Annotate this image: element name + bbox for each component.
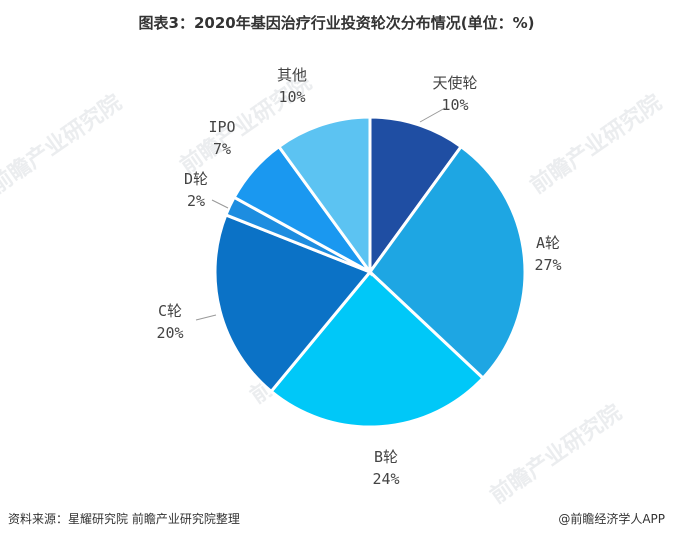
slice-percent-label: 24% [372,470,399,488]
slice-percent-label: 10% [278,88,305,106]
pie-slices [213,115,527,429]
leader-line [419,107,446,123]
pie-slice [213,212,373,394]
slice-name-label: A轮 [536,234,560,252]
pie-slice [368,144,527,381]
pie-slice [269,269,486,429]
slice-name-label: 其他 [277,66,307,84]
watermark-text: 前瞻产业研究院 [0,89,127,199]
slice-name-label: B轮 [374,448,398,466]
slice-name-label: 天使轮 [432,74,477,92]
chart-title: 图表3：2020年基因治疗行业投资轮次分布情况(单位：%) [138,14,535,32]
pie-slice [276,115,372,277]
source-note: 资料来源：星耀研究院 前瞻产业研究院整理 [8,512,240,526]
slice-percent-label: 7% [213,140,231,158]
watermark-text: 前瞻产业研究院 [525,89,666,199]
slice-percent-label: 20% [156,324,183,342]
slice-labels: 天使轮 10% A轮 27% B轮 24% C轮 20% D轮 2% IPO 7% 其他 10% [156,66,561,488]
slice-name-label: C轮 [158,302,182,320]
watermark-text: 前瞻产业研究院 [485,399,626,509]
slice-percent-label: 27% [534,256,561,274]
brand-credit: @前瞻经济学人APP [558,512,665,526]
slice-percent-label: 10% [441,96,468,114]
pie-slice [368,115,464,277]
slice-percent-label: 2% [187,192,205,210]
slice-name-label: IPO [208,118,235,136]
leader-line [195,314,217,321]
leader-lines [195,107,446,321]
leader-line [211,199,229,209]
slice-name-label: D轮 [184,170,208,188]
